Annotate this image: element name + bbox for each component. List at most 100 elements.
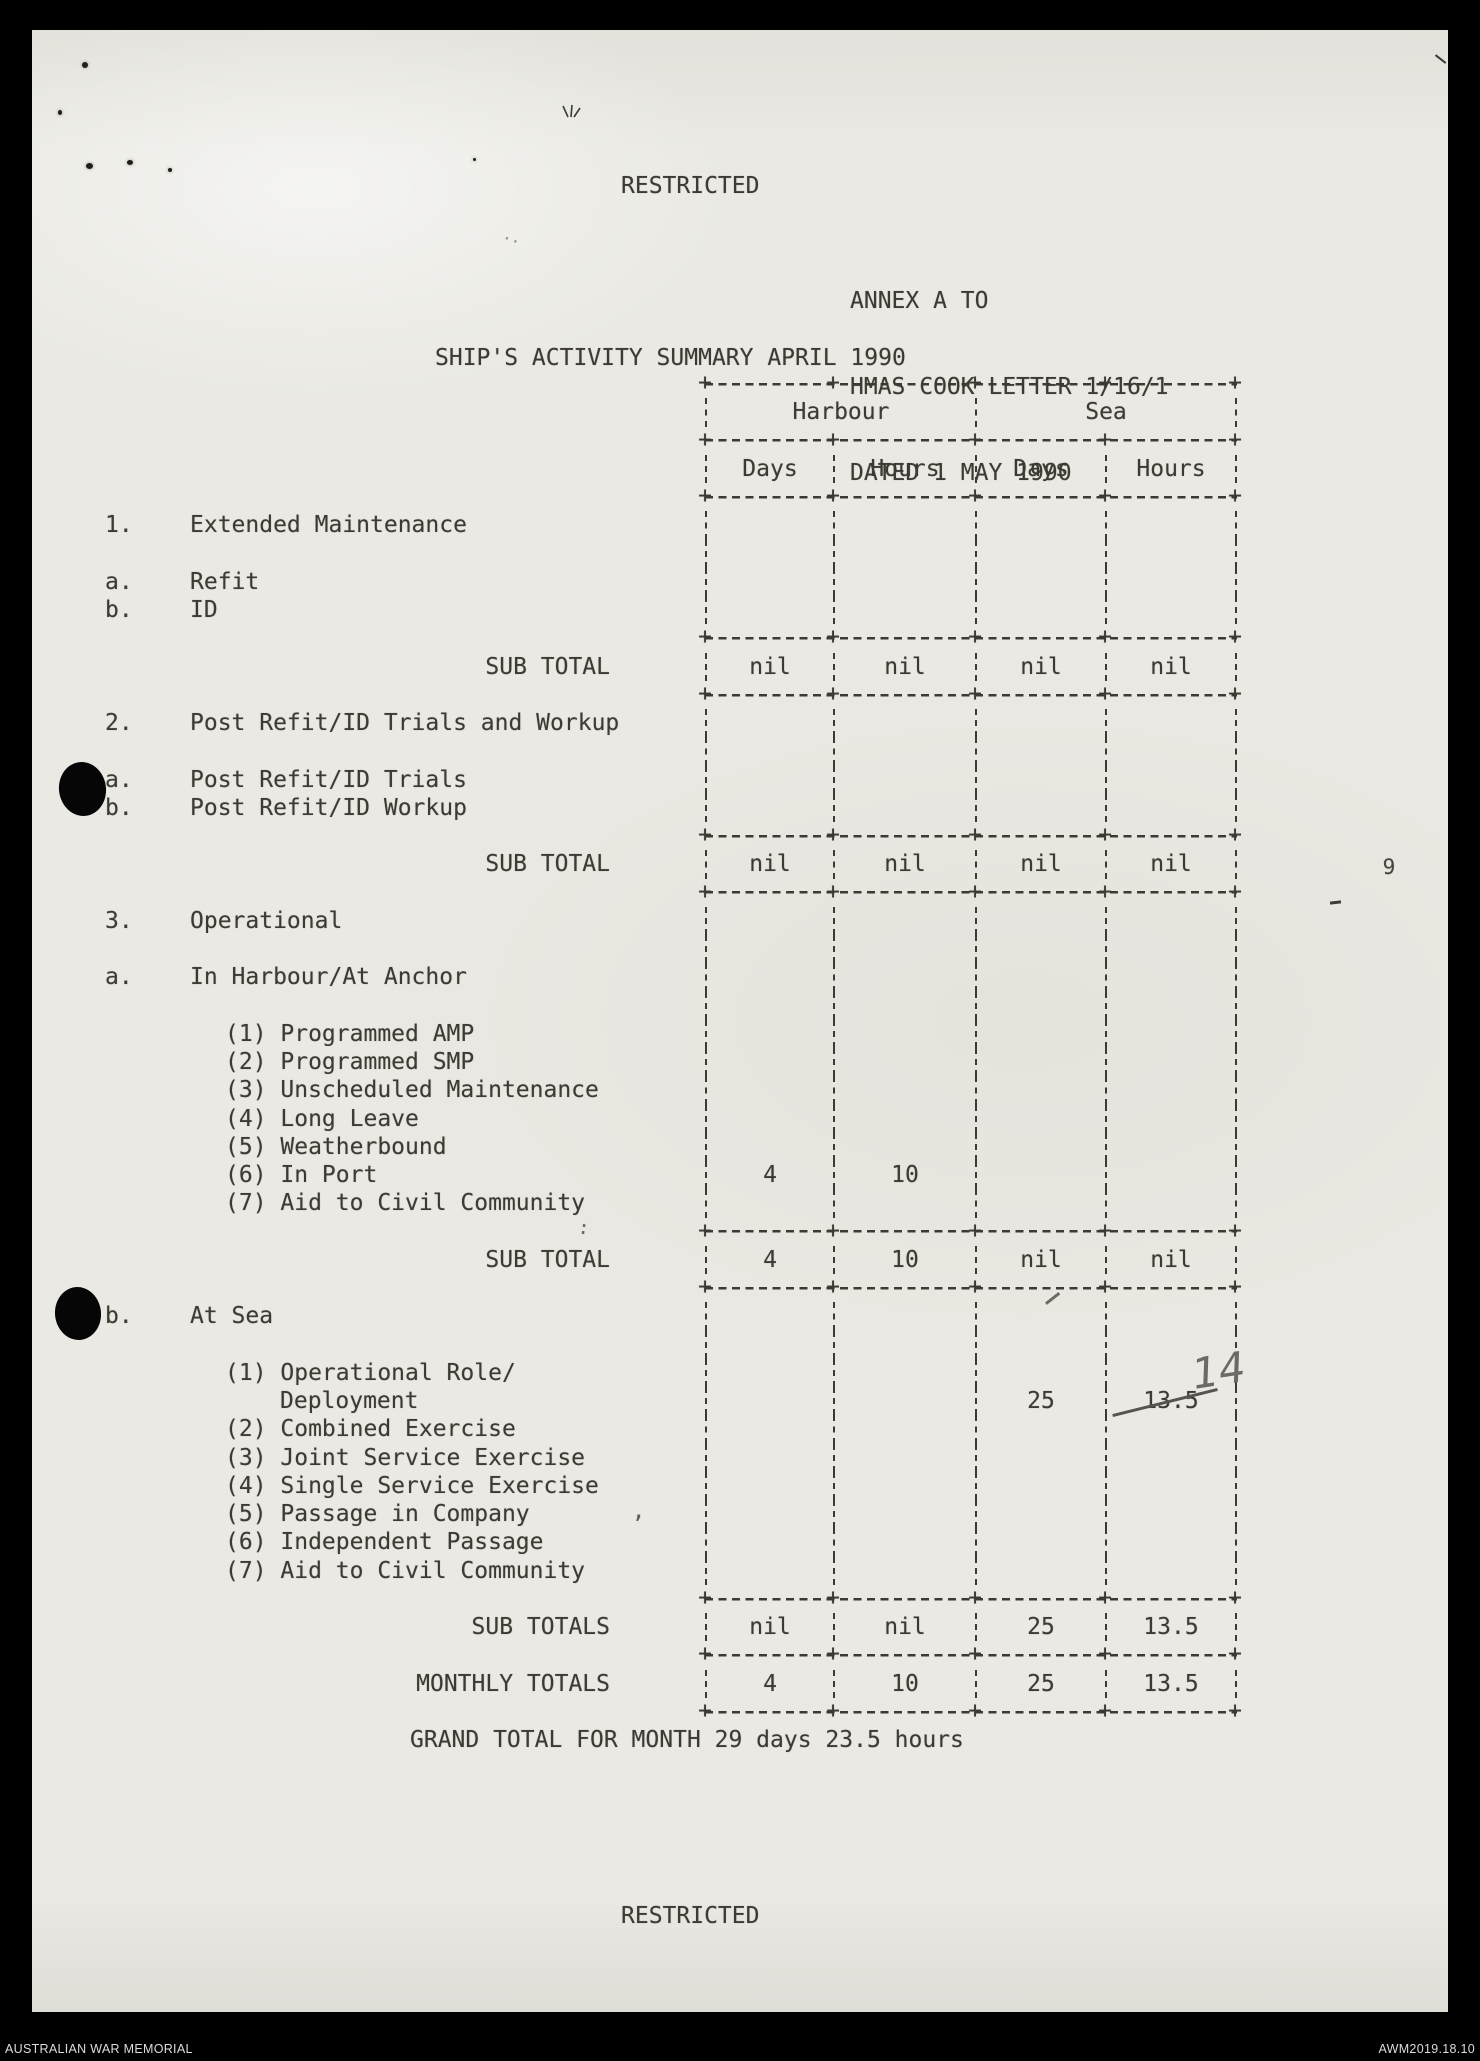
- row-cells: [705, 709, 1237, 738]
- divider-line: + + + + +: [698, 370, 1242, 399]
- cell-sea-hours: [1105, 1189, 1237, 1218]
- plus-junction: +: [1228, 1697, 1242, 1724]
- cell-harbour-hours: [833, 1104, 975, 1133]
- table-row: (3) Joint Service Exercise: [32, 1443, 1448, 1472]
- cell-harbour-days: [705, 1019, 833, 1048]
- table-row: [32, 1330, 1448, 1359]
- row-cells: nil nil nil nil: [705, 850, 1237, 879]
- table-divider: + + + + +: [32, 1274, 1448, 1303]
- cell-sea-hours: [1105, 709, 1237, 738]
- cell-harbour-hours: [833, 793, 975, 822]
- column-header: Hours: [1105, 454, 1237, 483]
- column-header: Days: [705, 454, 833, 483]
- cell-harbour-days: [705, 567, 833, 596]
- row-number: a.: [105, 766, 133, 793]
- plus-junction: +: [1098, 1217, 1112, 1244]
- pencil-underline: [1329, 900, 1342, 905]
- plus-junction: +: [1228, 1641, 1242, 1668]
- cell-sea-days: [975, 1104, 1105, 1133]
- cell-harbour-hours: [833, 1048, 975, 1077]
- plus-junction: +: [1228, 822, 1242, 849]
- row-cells: 4 10 25 13.5: [705, 1669, 1237, 1698]
- plus-junction: +: [826, 426, 840, 453]
- plus-junction: +: [968, 1697, 982, 1724]
- plus-junction: +: [1228, 1274, 1242, 1301]
- plus-junction: +: [826, 1217, 840, 1244]
- cell-sea-hours: [1105, 963, 1237, 992]
- row-cells: [705, 511, 1237, 540]
- cell-harbour-hours: [833, 1076, 975, 1105]
- paper-speck: [473, 158, 476, 161]
- column-header: Days: [975, 454, 1105, 483]
- plus-junction: +: [698, 426, 712, 453]
- cell-sea-hours: [1105, 1132, 1237, 1161]
- plus-junction: +: [826, 624, 840, 651]
- cell-sea-days: [975, 1330, 1105, 1359]
- cell-harbour-days: nil: [705, 652, 833, 681]
- table-row: (2) Combined Exercise: [32, 1415, 1448, 1444]
- plus-junction: +: [1228, 1217, 1242, 1244]
- cell-harbour-days: [705, 1387, 833, 1416]
- plus-junction: +: [1098, 878, 1112, 905]
- cell-sea-hours: nil: [1105, 652, 1237, 681]
- row-number: 3.: [105, 907, 133, 934]
- cell-harbour-days: [705, 1076, 833, 1105]
- cell-sea-hours: [1105, 991, 1237, 1020]
- cell-sea-hours: nil: [1105, 850, 1237, 879]
- row-number: 1.: [105, 512, 133, 539]
- divider-line: + + + + +: [698, 1274, 1242, 1303]
- table-row: (5) Weatherbound: [32, 1132, 1448, 1161]
- table-row: b. Post Refit/ID Workup: [32, 793, 1448, 822]
- cell-sea-days: [975, 1019, 1105, 1048]
- plus-junction: +: [1228, 1584, 1242, 1611]
- annex-line: DATED 1 MAY 1990: [850, 459, 1072, 486]
- cell-harbour-hours: nil: [833, 652, 975, 681]
- cell-harbour-days: [705, 709, 833, 738]
- plus-junction: +: [1098, 680, 1112, 707]
- plus-junction: +: [1098, 1274, 1112, 1301]
- page-title: SHIP'S ACTIVITY SUMMARY APRIL 1990: [435, 345, 906, 371]
- plus-junction: +: [1228, 370, 1242, 397]
- cell-harbour-days: [705, 963, 833, 992]
- row-label: ID: [190, 597, 218, 623]
- table-row: Days Hours Days Hours: [32, 454, 1448, 483]
- plus-junction: +: [1098, 370, 1112, 397]
- row-label: Refit: [190, 568, 260, 595]
- cell-sea-hours: [1105, 1358, 1237, 1387]
- handwritten-correction: 14: [1187, 1342, 1249, 1399]
- table-row: (2) Programmed SMP: [32, 1048, 1448, 1077]
- row-cells: [705, 1556, 1237, 1585]
- table-divider: + + + + +: [32, 1217, 1448, 1246]
- pencil-digit: 9: [1382, 855, 1396, 879]
- cell-sea-hours: [1105, 1528, 1237, 1557]
- cell-sea-days: [975, 1048, 1105, 1077]
- row-label: SUB TOTALS: [471, 1614, 610, 1640]
- row-cells: [705, 1443, 1237, 1472]
- cell-sea-days: [975, 935, 1105, 964]
- group-header: Harbour: [705, 398, 975, 427]
- row-label: (4) Long Leave: [225, 1105, 419, 1132]
- plus-junction: +: [826, 370, 840, 397]
- plus-junction: +: [1098, 822, 1112, 849]
- plus-junction: +: [826, 680, 840, 707]
- cell-harbour-days: [705, 1358, 833, 1387]
- cell-sea-days: [975, 906, 1105, 935]
- table-row: a. Post Refit/ID Trials: [32, 765, 1448, 794]
- cell-sea-hours: [1105, 737, 1237, 766]
- cell-harbour-days: [705, 1189, 833, 1218]
- row-cells: [705, 1528, 1237, 1557]
- cell-harbour-days: [705, 991, 833, 1020]
- group-header: Sea: [975, 398, 1237, 427]
- plus-junction: +: [826, 878, 840, 905]
- cell-harbour-days: nil: [705, 850, 833, 879]
- cell-sea-days: [975, 737, 1105, 766]
- table-divider: + + + + +: [32, 483, 1448, 512]
- margin-pencil-mark: 9: [1329, 836, 1396, 946]
- cell-sea-days: [975, 596, 1105, 625]
- cell-harbour-hours: 10: [833, 1161, 975, 1190]
- table-divider: + + + + +: [32, 1584, 1448, 1613]
- cell-sea-days: 25: [975, 1669, 1105, 1698]
- cell-sea-hours: [1105, 1048, 1237, 1077]
- table-divider: + + + + +: [32, 1697, 1448, 1726]
